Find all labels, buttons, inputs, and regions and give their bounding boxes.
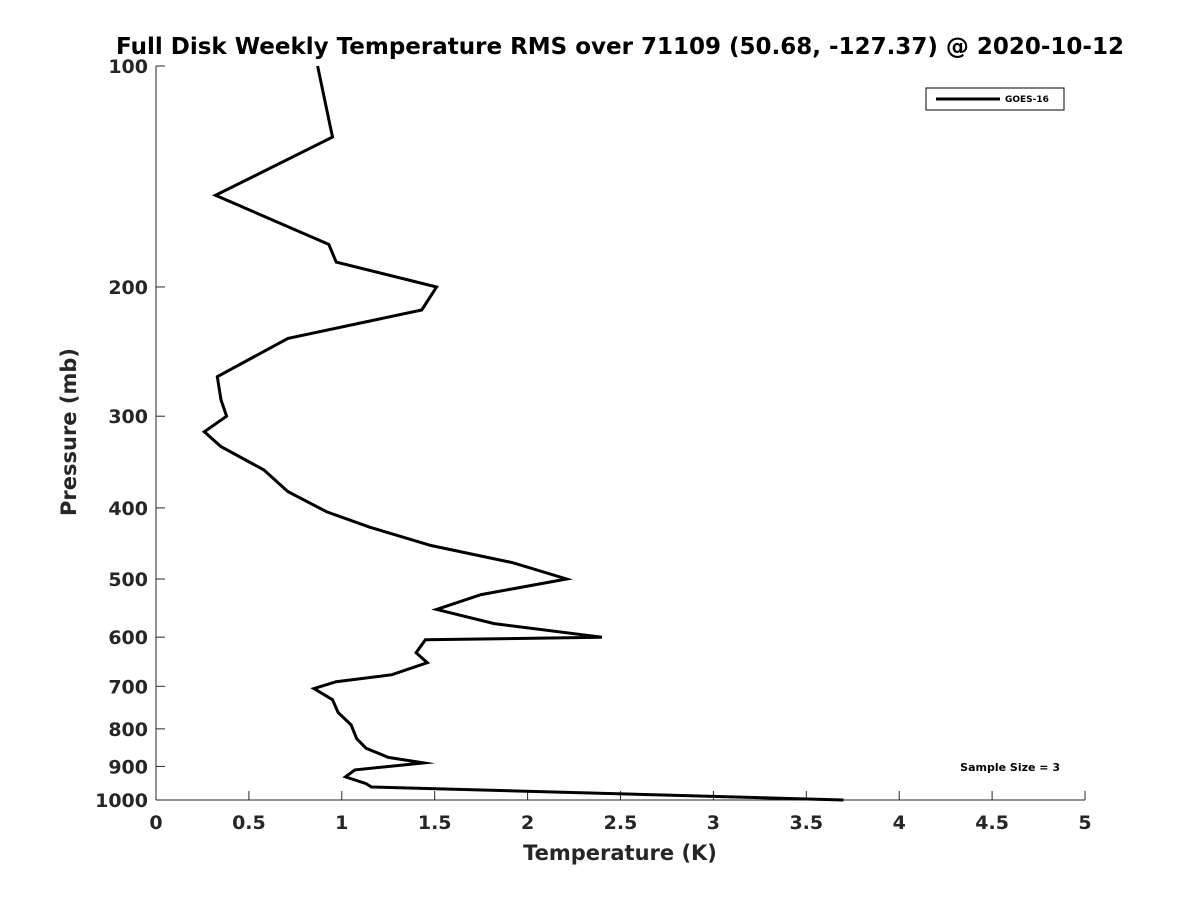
y-axis-label: Pressure (mb) bbox=[57, 348, 81, 516]
y-tick-label: 100 bbox=[108, 56, 148, 78]
y-tick-labels: 100 200 300 400 500 600 700 800 900 1000 bbox=[95, 56, 165, 812]
sample-size-annotation: Sample Size = 3 bbox=[960, 761, 1060, 774]
y-tick-label: 200 bbox=[108, 277, 148, 299]
chart-title: Full Disk Weekly Temperature RMS over 71… bbox=[116, 34, 1124, 60]
x-tick-label: 1.5 bbox=[418, 812, 452, 834]
x-tick-label: 2 bbox=[521, 812, 534, 834]
y-tick-label: 800 bbox=[108, 719, 148, 741]
x-tick-label: 3.5 bbox=[789, 812, 823, 834]
x-tick-label: 1 bbox=[335, 812, 348, 834]
x-tick-label: 5 bbox=[1078, 812, 1091, 834]
y-tick-label: 600 bbox=[108, 627, 148, 649]
y-tick-label: 300 bbox=[108, 406, 148, 428]
x-tick-label: 0 bbox=[149, 812, 162, 834]
x-tick-label: 0.5 bbox=[232, 812, 266, 834]
x-tick-label: 2.5 bbox=[604, 812, 638, 834]
plot-area bbox=[201, 65, 844, 802]
legend: GOES-16 bbox=[925, 87, 1065, 111]
y-tick-label: 700 bbox=[108, 676, 148, 698]
y-tick-label: 500 bbox=[108, 569, 148, 591]
x-axis-label: Temperature (K) bbox=[523, 841, 717, 865]
x-tick-label: 3 bbox=[707, 812, 720, 834]
y-tick-label: 900 bbox=[108, 756, 148, 778]
x-tick-label: 4.5 bbox=[975, 812, 1009, 834]
x-tick-labels: 0 0.5 1 1.5 2 2.5 3 3.5 4 4.5 5 bbox=[149, 791, 1092, 834]
y-tick-label: 1000 bbox=[95, 790, 148, 812]
y-tick-label: 400 bbox=[108, 498, 148, 520]
series-line-goes-16 bbox=[201, 65, 844, 802]
legend-label-goes-16: GOES-16 bbox=[1005, 95, 1049, 105]
x-tick-label: 4 bbox=[893, 812, 906, 834]
